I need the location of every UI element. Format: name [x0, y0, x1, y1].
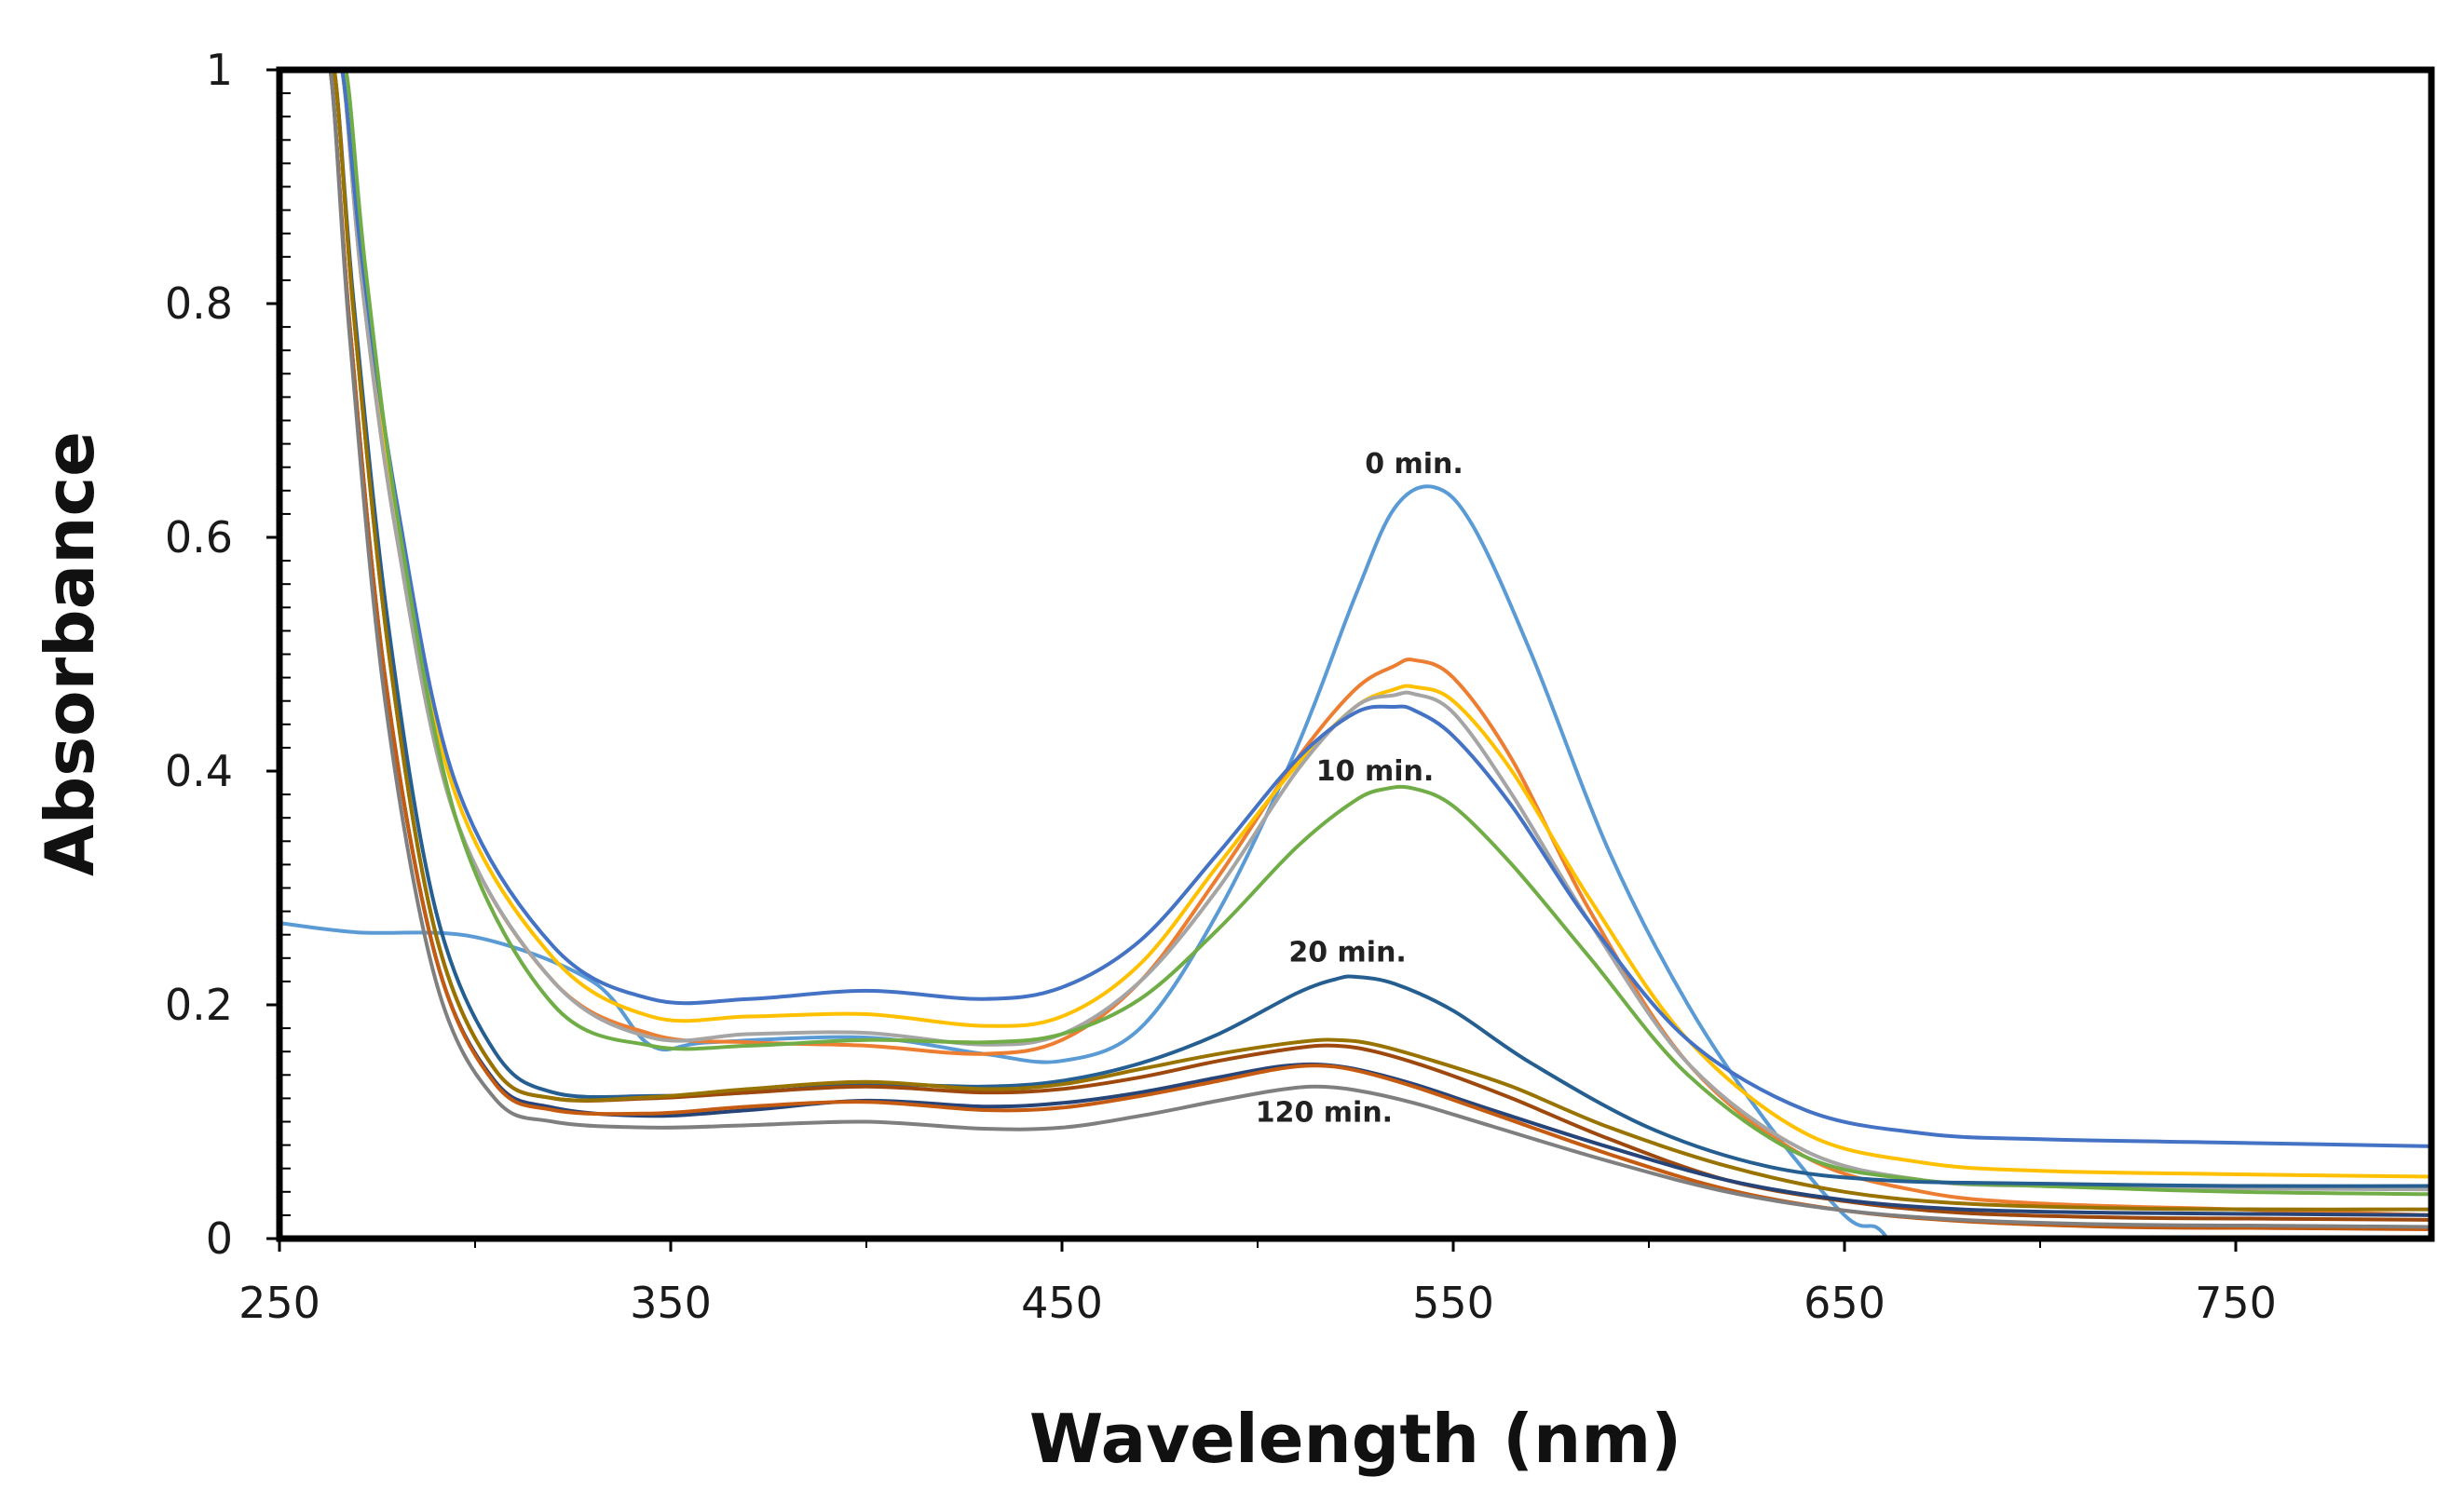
x-tick-label: 350 — [630, 1278, 712, 1328]
series-line-10-min — [328, 70, 2431, 1197]
y-tick-label: 0 — [206, 1213, 233, 1264]
x-tick-label: 450 — [1021, 1278, 1103, 1328]
curve-annotation-label: 0 min. — [1365, 448, 1463, 481]
plot-frame — [276, 66, 2435, 1242]
curve-annotation-label: 120 min. — [1256, 1097, 1393, 1130]
series-line-60-min — [317, 70, 2431, 1212]
curve-annotation-label: 10 min. — [1316, 755, 1435, 788]
y-tick-label: 0.2 — [165, 980, 233, 1030]
y-tick-label: 0.6 — [165, 512, 233, 562]
series-line-120-min — [312, 70, 2431, 1229]
y-tick-label: 1 — [206, 45, 233, 95]
series-layer — [279, 70, 2431, 1239]
x-tick-label: 250 — [238, 1278, 320, 1328]
x-axis-title: Wavelength (nm) — [1029, 1400, 1681, 1478]
series-line-20-min — [317, 70, 2431, 1188]
y-tick-label: 0.8 — [165, 278, 233, 329]
x-tick-label: 750 — [2195, 1278, 2277, 1328]
tick-labels: 250 350 450 550 650 750 0 0.2 0.4 0.6 0.8 1 — [165, 45, 2277, 1328]
y-axis-title: Absorbance — [31, 431, 109, 876]
y-tick-label: 0.4 — [165, 746, 233, 796]
x-tick-label: 550 — [1412, 1278, 1494, 1328]
series-line-8-min — [324, 70, 2431, 1148]
curve-annotations: 0 min. 10 min. 20 min. 120 min. — [1256, 448, 1463, 1130]
x-tick-label: 650 — [1804, 1278, 1885, 1328]
series-line-6-min — [324, 70, 2431, 1192]
curve-annotation-label: 20 min. — [1288, 937, 1407, 969]
